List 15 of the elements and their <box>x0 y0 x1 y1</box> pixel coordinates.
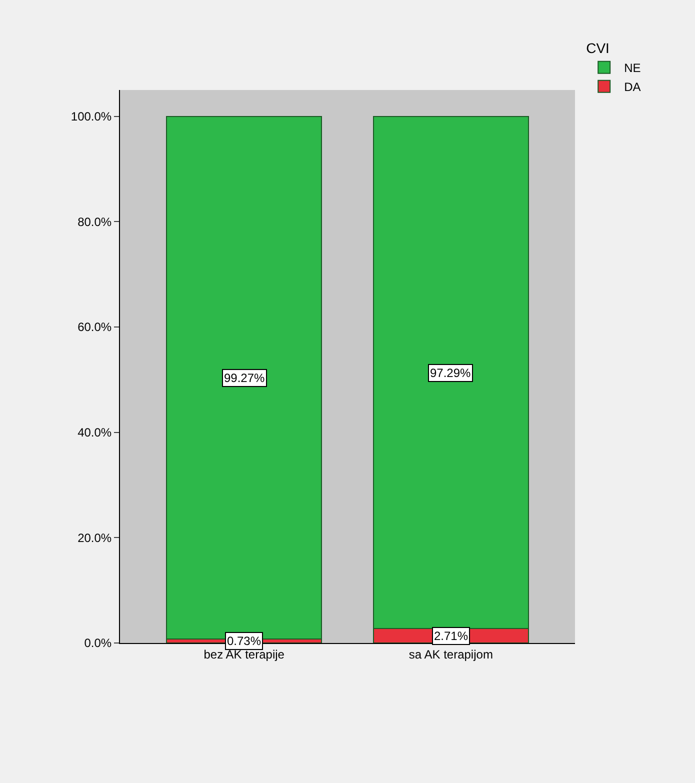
legend-label: DA <box>624 80 641 94</box>
legend-title: CVI <box>586 40 610 56</box>
x-tick-label: sa AK terapijom <box>408 647 493 662</box>
data-label: 97.29% <box>430 366 472 380</box>
x-tick-label: bez AK terapije <box>204 647 285 662</box>
y-tick-label: 80.0% <box>78 214 112 229</box>
legend-label: NE <box>624 61 641 76</box>
y-tick-label: 20.0% <box>78 530 112 545</box>
y-tick-label: 0.0% <box>84 636 112 650</box>
data-label: 0.73% <box>227 634 262 648</box>
data-label: 99.27% <box>224 371 266 385</box>
y-tick-label: 40.0% <box>78 426 112 440</box>
data-label: 2.71% <box>434 629 468 643</box>
y-tick-label: 60.0% <box>78 320 112 334</box>
y-tick-label: 100.0% <box>70 110 112 124</box>
